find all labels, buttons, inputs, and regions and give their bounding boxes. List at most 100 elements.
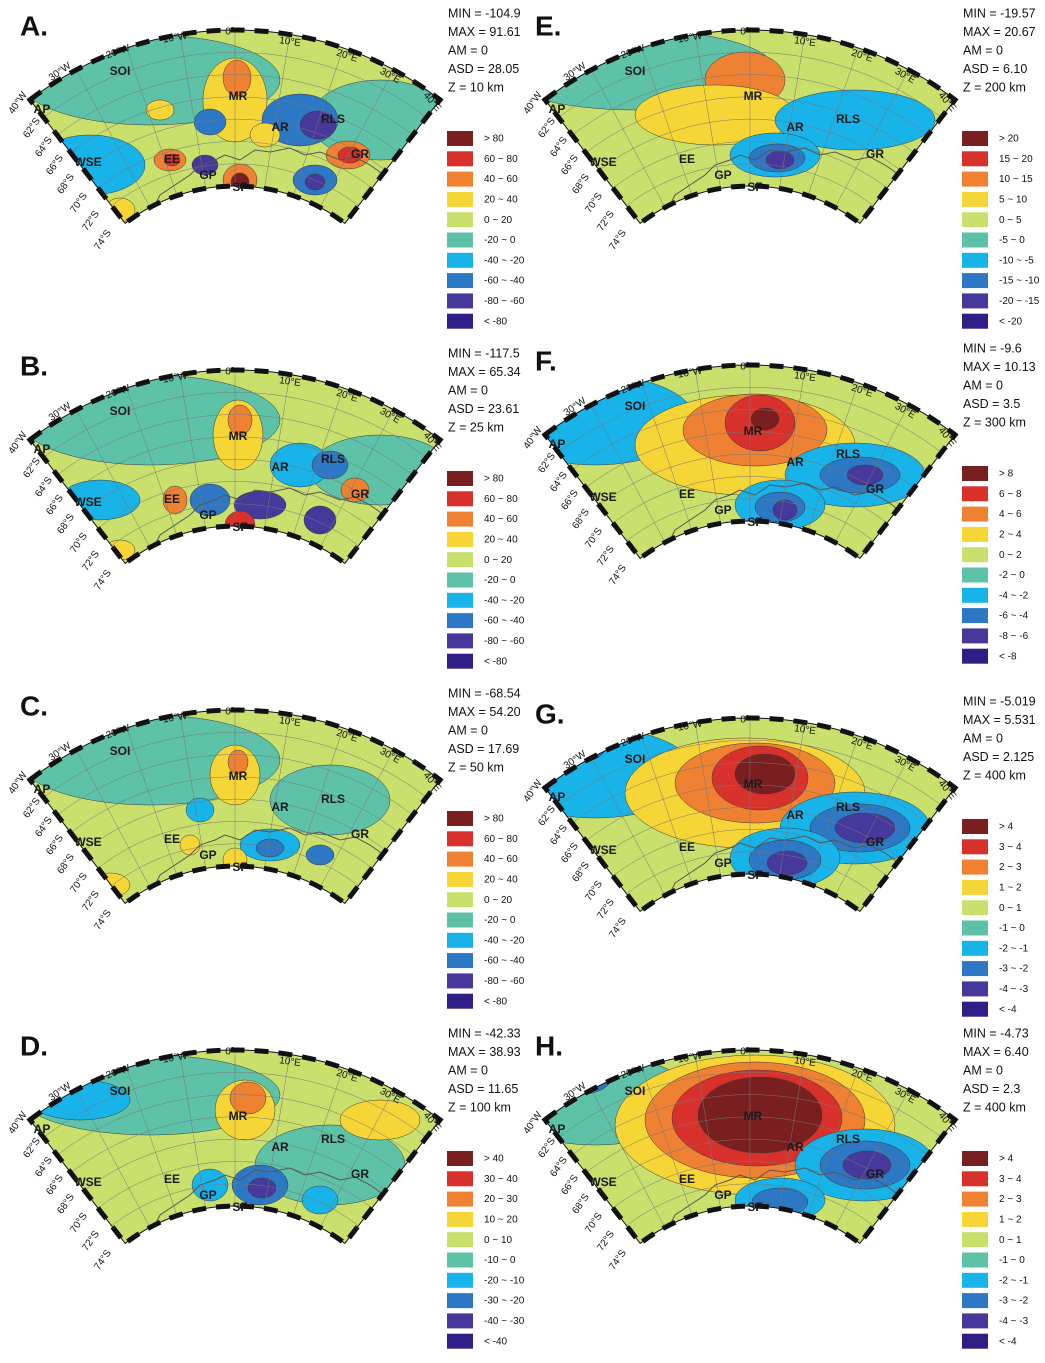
region-label: GP <box>199 168 216 182</box>
legend-label: 0 ~ 1 <box>999 903 1022 914</box>
meridian <box>179 34 206 189</box>
legend-swatch <box>447 633 473 649</box>
parallel <box>558 740 942 806</box>
latitude-label: 64°S <box>548 135 570 159</box>
legend-label: 2 ~ 3 <box>999 862 1022 873</box>
longitude-label: 10°W <box>162 710 189 725</box>
latitude-label: 68°S <box>570 507 592 531</box>
legend-swatch <box>447 1191 473 1207</box>
legend-swatch <box>962 1151 988 1166</box>
anomaly-contour <box>185 797 215 823</box>
legend-label: -40 ~ -20 <box>484 935 525 946</box>
legend-swatch <box>447 531 473 547</box>
region-label: AP <box>549 1122 566 1136</box>
legend-label: 0 ~ 1 <box>999 1235 1022 1246</box>
legend-swatch <box>962 1211 988 1227</box>
longitude-label: 0° <box>225 707 235 718</box>
parallel <box>585 784 915 841</box>
meridian <box>591 404 666 543</box>
latitude-label: 72°S <box>80 209 102 233</box>
latitude-label: 72°S <box>595 544 617 568</box>
stat-line: MAX = 6.40 <box>963 1045 1029 1059</box>
region-label: RLS <box>321 112 345 126</box>
longitude-label: 10°E <box>278 1055 301 1069</box>
parallel <box>626 1183 874 1226</box>
stat-line: AM = 0 <box>448 383 488 397</box>
parallel <box>585 96 915 153</box>
legend-label: -40 ~ -20 <box>484 595 525 606</box>
anomaly-contour <box>255 838 285 858</box>
anomaly-contour <box>162 485 188 515</box>
map-frame-dashes <box>541 362 959 562</box>
parallel <box>572 1094 928 1156</box>
parallel <box>97 821 373 869</box>
stat-line: AM = 0 <box>963 731 1003 745</box>
meridian <box>779 34 806 189</box>
region-label: SF <box>747 868 762 882</box>
legend-swatch <box>447 613 473 629</box>
longitude-label: 0° <box>225 27 235 38</box>
parallel <box>612 476 888 524</box>
stat-line: AM = 0 <box>963 378 1003 392</box>
stat-line: Z = 50 km <box>448 760 504 774</box>
legend-label: 20 ~ 40 <box>484 875 518 886</box>
meridian <box>76 69 151 208</box>
latitude-label: 70°S <box>68 191 90 215</box>
latitude-label: 62°S <box>21 116 43 140</box>
region-label: RLS <box>836 112 860 126</box>
longitude-label: 10°W <box>677 365 704 380</box>
parallel <box>57 74 413 136</box>
meridian <box>694 1054 721 1209</box>
map <box>29 370 441 564</box>
legend-label: -5 ~ 0 <box>999 235 1025 246</box>
legend-swatch <box>447 1211 473 1227</box>
legend-swatch <box>962 131 988 146</box>
meridian <box>76 749 151 888</box>
parallel <box>626 851 874 894</box>
latitude-label: 70°S <box>68 1211 90 1235</box>
parallel <box>599 453 901 506</box>
latitude-label: 72°S <box>595 209 617 233</box>
longitude-label: 10°E <box>278 35 301 49</box>
longitude-label: 40°W <box>7 89 30 116</box>
map-frame-dashes <box>541 27 959 227</box>
legend-swatch <box>447 572 473 588</box>
parallel <box>626 163 874 206</box>
meridian <box>126 387 178 536</box>
region-label: SOI <box>110 64 131 78</box>
legend-label: 40 ~ 60 <box>484 174 518 185</box>
legend-swatch <box>447 1313 473 1329</box>
latitude-label: 64°S <box>33 815 55 839</box>
legend-swatch <box>447 912 473 928</box>
anomaly-contour <box>191 154 219 176</box>
map <box>544 718 956 912</box>
map-frame-dashes <box>541 715 959 915</box>
latitude-label: 66°S <box>44 1173 66 1197</box>
longitude-label: 10°E <box>793 35 816 49</box>
region-label: GR <box>351 827 369 841</box>
anomaly-contour <box>189 483 231 517</box>
parallel <box>43 52 427 118</box>
region-label: GR <box>351 1167 369 1181</box>
latitude-label: 64°S <box>548 470 570 494</box>
region-label: GP <box>714 1188 731 1202</box>
region-label: EE <box>164 152 180 166</box>
region-label: MR <box>229 1109 248 1123</box>
legend-label: > 8 <box>999 469 1014 480</box>
legend-label: -40 ~ -20 <box>484 255 525 266</box>
legend-swatch <box>962 981 988 997</box>
legend-swatch <box>447 1252 473 1268</box>
panel: F. MIN = -9.6 MAX = 10.13 AM = 0 ASD = 3.5 Z … <box>522 341 1036 664</box>
region-label: WSE <box>74 835 101 849</box>
region-label: EE <box>164 492 180 506</box>
stat-line: MAX = 54.20 <box>448 705 521 719</box>
legend-label: 60 ~ 80 <box>484 154 518 165</box>
stat-line: MIN = -5.019 <box>963 694 1036 708</box>
latitude-label: 64°S <box>548 1155 570 1179</box>
coastline <box>664 835 901 904</box>
meridian <box>76 1089 151 1228</box>
coastline <box>664 147 901 216</box>
legend-swatch <box>962 526 988 542</box>
meridian <box>179 714 206 869</box>
